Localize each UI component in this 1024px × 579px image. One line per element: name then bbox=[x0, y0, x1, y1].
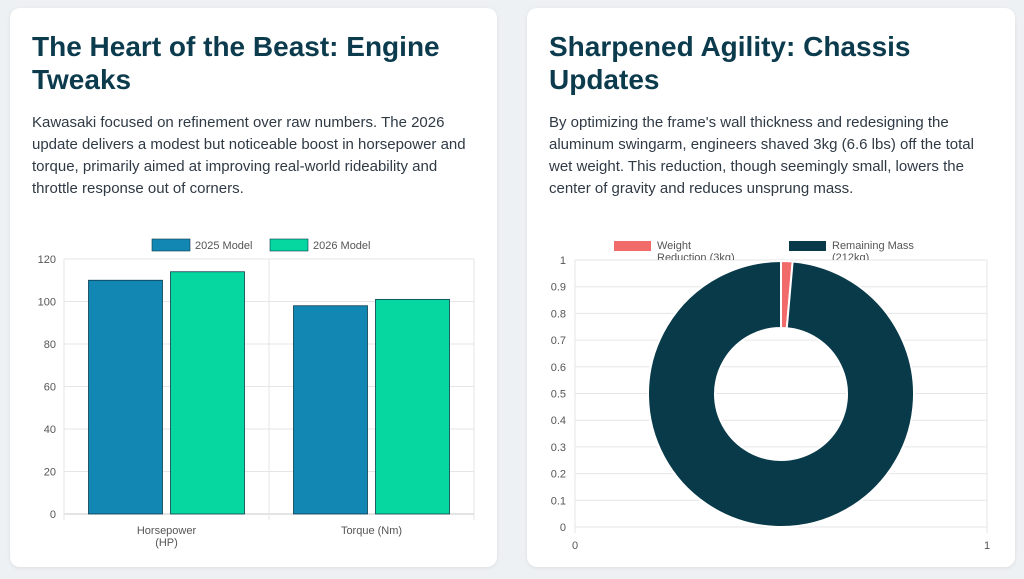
engine-card: The Heart of the Beast: Engine Tweaks Ka… bbox=[10, 8, 497, 567]
y-tick-label: 60 bbox=[44, 382, 56, 394]
doughnut-slice-2 bbox=[647, 259, 915, 528]
legend-label-1: Weight bbox=[657, 240, 691, 252]
legend-label-1: 2025 Model bbox=[195, 240, 253, 252]
x-tick-label: Horsepower bbox=[137, 525, 197, 537]
y-tick-label: 0.3 bbox=[551, 442, 566, 454]
y-tick-label: 80 bbox=[44, 339, 56, 351]
y-tick-label: 0 bbox=[560, 522, 566, 534]
y-tick-label: 120 bbox=[38, 254, 56, 266]
y-tick-label: 0.6 bbox=[551, 362, 566, 374]
legend-label-2: Remaining Mass bbox=[832, 240, 914, 252]
x-tick-label: Torque (Nm) bbox=[341, 525, 402, 537]
engine-title: The Heart of the Beast: Engine Tweaks bbox=[32, 31, 440, 95]
engine-description: Kawasaki focused on refinement over raw … bbox=[32, 114, 466, 197]
legend-swatch-2 bbox=[269, 238, 309, 252]
x-tick-label: 0 bbox=[572, 540, 578, 552]
weight-doughnut-chart: 0 0.1 0.2 0.3 0.4 0.5 0.6 0.7 0.8 0.9 1 0 1 WeightRed… bbox=[551, 240, 990, 552]
chassis-description: By optimizing the frame's wall thickness… bbox=[549, 114, 974, 197]
y-tick-label: 0.4 bbox=[551, 415, 566, 427]
y-tick-label: 0.1 bbox=[551, 495, 566, 507]
y-tick-label: 0.8 bbox=[551, 308, 566, 320]
y-tick-label: 40 bbox=[44, 424, 56, 436]
legend-label-2: 2026 Model bbox=[313, 240, 371, 252]
legend-label-1: Reduction (3kg) bbox=[657, 252, 735, 264]
y-tick-label: 0.5 bbox=[551, 389, 566, 401]
legend-label-2: (212kg) bbox=[832, 252, 869, 264]
bar-1-2 bbox=[293, 305, 368, 515]
x-tick-label: (HP) bbox=[155, 537, 178, 549]
y-tick-label: 1 bbox=[560, 255, 566, 267]
chassis-card: Sharpened Agility: Chassis Updates By op… bbox=[527, 8, 1015, 567]
horsepower-torque-bar-chart: 2025 Model 2026 Model 0 20 40 60 80 100 120 Horse… bbox=[38, 238, 475, 549]
legend-swatch-2 bbox=[789, 241, 826, 251]
y-tick-label: 0.9 bbox=[551, 282, 566, 294]
bar-2-1 bbox=[170, 271, 245, 515]
y-tick-label: 0 bbox=[50, 509, 56, 521]
legend-swatch-1 bbox=[151, 238, 191, 252]
y-tick-label: 0.2 bbox=[551, 469, 566, 481]
chassis-title: Sharpened Agility: Chassis Updates bbox=[549, 31, 911, 95]
y-tick-label: 20 bbox=[44, 467, 56, 479]
y-tick-label: 100 bbox=[38, 297, 56, 309]
bar-2-2 bbox=[375, 298, 450, 515]
bar-1-1 bbox=[88, 279, 163, 515]
x-tick-label: 1 bbox=[984, 540, 990, 552]
legend-swatch-1 bbox=[614, 241, 651, 251]
y-tick-label: 0.7 bbox=[551, 335, 566, 347]
